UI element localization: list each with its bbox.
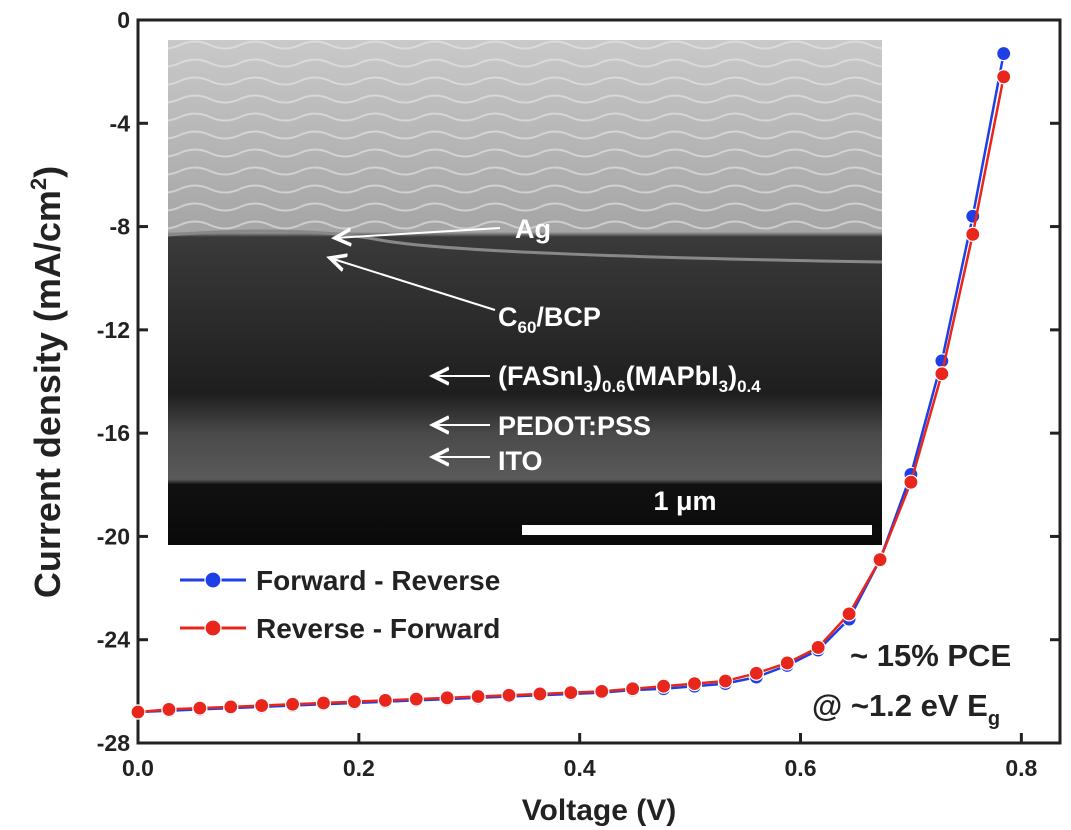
x-tick-label: 0.4 [564,755,596,781]
data-point [317,696,331,710]
data-point [440,691,454,705]
data-point [224,700,238,714]
data-point [718,674,732,688]
inset-label: ITO [498,446,543,476]
x-tick-label: 0.0 [122,755,154,781]
data-point [347,695,361,709]
data-point [811,640,825,654]
y-tick-label: -24 [97,627,130,653]
x-tick-label: 0.6 [785,755,817,781]
data-point [533,687,547,701]
y-tick-label: -8 [110,214,131,240]
data-point [935,367,949,381]
x-tick-label: 0.8 [1005,755,1037,781]
data-point [997,47,1011,61]
data-point [904,475,918,489]
data-point [193,701,207,715]
x-tick-label: 0.2 [343,755,375,781]
data-point [626,682,640,696]
data-point [502,688,516,702]
x-axis-title: Voltage (V) [522,794,676,827]
legend-marker [205,620,221,636]
annotation: ~ 15% PCE [850,638,1011,673]
inset-label: C60/BCP [498,302,601,337]
y-tick-label: -28 [97,730,130,756]
y-tick-label: 0 [117,7,130,33]
y-tick-label: -20 [97,523,130,549]
chart: Ag C60/BCP (FASnI3)0.6(MAPbI3)0.4 PEDOT:… [0,0,1071,830]
data-point [471,690,485,704]
data-point [286,697,300,711]
data-point [873,553,887,567]
inset-label: Ag [515,214,551,244]
data-point [131,705,145,719]
y-tick-label: -4 [110,110,131,136]
legend-label: Reverse - Forward [256,613,500,644]
legend-label: Forward - Reverse [256,565,500,596]
y-tick-label: -12 [97,317,130,343]
data-point [997,70,1011,84]
legend-marker [205,572,221,588]
annotation: @ ~1.2 eV Eg [812,688,1000,730]
scale-bar-label: 1 μm [653,486,716,516]
data-point [688,677,702,691]
data-point [657,679,671,693]
data-point [378,693,392,707]
y-tick-label: -16 [97,420,130,446]
data-point [966,227,980,241]
data-point [595,684,609,698]
data-point [255,699,269,713]
y-axis-title: Current density (mA/cm2) [26,166,68,598]
data-point [409,692,423,706]
data-point [162,702,176,716]
inset-label: PEDOT:PSS [498,411,651,441]
data-point [749,666,763,680]
sem-inset: Ag C60/BCP (FASnI3)0.6(MAPbI3)0.4 PEDOT:… [168,40,882,545]
data-point [780,656,794,670]
data-point [564,686,578,700]
data-point [842,607,856,621]
